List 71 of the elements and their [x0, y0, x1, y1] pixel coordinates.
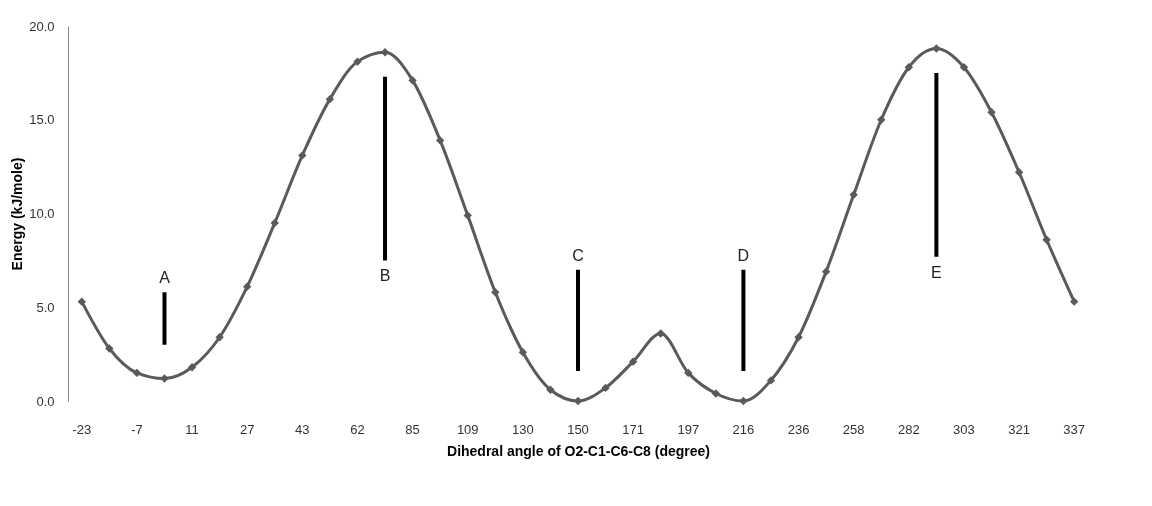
x-tick-label: 216 [732, 421, 755, 437]
x-tick-label: -23 [72, 421, 92, 437]
y-axis-title: Energy (kJ/mole) [9, 157, 26, 271]
x-tick-label: 130 [512, 421, 534, 437]
point [298, 151, 307, 160]
point [132, 368, 142, 378]
x-tick-label: 236 [787, 421, 810, 437]
point [105, 344, 114, 353]
x-tick-label: 171 [622, 421, 644, 437]
point [932, 44, 941, 53]
point [904, 63, 913, 72]
x-tick-label: 11 [185, 421, 199, 437]
point [1014, 168, 1024, 177]
bar [383, 76, 388, 261]
y-tick-label: 5.0 [36, 299, 55, 315]
bar [162, 292, 167, 345]
point [408, 76, 417, 85]
x-axis-title: Dihedral angle of O2-C1-C6-C8 (degree) [447, 442, 710, 459]
point [601, 383, 610, 393]
point [160, 374, 169, 383]
point [877, 115, 886, 124]
point [1070, 297, 1079, 306]
data-label: B [379, 267, 391, 285]
bar [934, 72, 939, 257]
point [739, 396, 748, 406]
y-tick-label: 10.0 [29, 206, 55, 221]
point [628, 357, 638, 366]
x-tick-label: 62 [350, 421, 365, 437]
point [684, 368, 693, 378]
bar [741, 269, 746, 371]
point [215, 333, 224, 342]
x-tick-label: 321 [1008, 421, 1030, 437]
point [987, 108, 996, 117]
point [270, 218, 279, 228]
data-label: E [931, 263, 942, 281]
data-label: D [737, 246, 750, 264]
point [463, 211, 472, 220]
x-tick-label: 43 [295, 421, 310, 437]
point [491, 288, 500, 297]
point [353, 57, 362, 66]
x-tick-label: 197 [677, 421, 700, 437]
point [821, 267, 831, 276]
point [325, 94, 335, 104]
point [1042, 235, 1051, 244]
y-tick-label: 0.0 [36, 393, 55, 409]
y-tick-label: 20.0 [29, 18, 55, 34]
x-tick-label: 109 [456, 421, 479, 437]
x-tick-label: -7 [131, 421, 143, 437]
point [546, 385, 555, 394]
point [711, 389, 721, 398]
bar [576, 269, 580, 371]
point [518, 348, 528, 357]
x-tick-label: 258 [842, 421, 865, 437]
point [435, 136, 445, 145]
point [794, 333, 803, 342]
data-label: A [159, 269, 171, 287]
point [656, 329, 665, 338]
point [849, 190, 858, 199]
x-tick-label: 85 [405, 421, 420, 437]
data-label: C [572, 246, 584, 264]
y-tick-label: 15.0 [29, 112, 55, 128]
x-tick-label: 303 [953, 421, 975, 437]
x-tick-label: 27 [239, 421, 255, 437]
point [959, 63, 969, 72]
point [766, 376, 776, 385]
point [187, 363, 197, 372]
x-tick-label: 282 [897, 421, 920, 437]
x-tick-label: 150 [567, 421, 589, 437]
point [77, 297, 86, 306]
point [243, 282, 252, 291]
x-tick-label: 337 [1063, 421, 1086, 437]
